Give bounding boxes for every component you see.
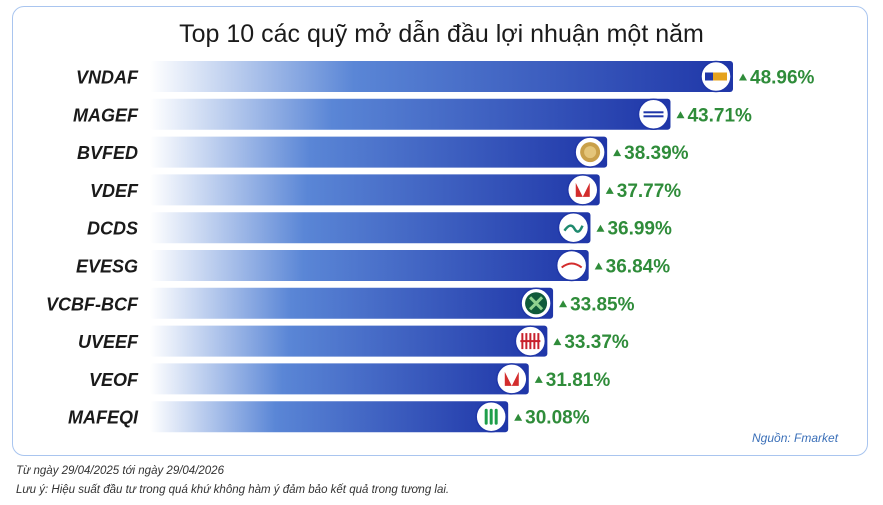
vndirect-logo-icon	[700, 60, 732, 93]
bar	[150, 212, 591, 244]
manulife-logo-icon	[475, 400, 507, 433]
uob-logo-icon	[514, 325, 547, 357]
bar	[150, 325, 548, 357]
chart-title: Top 10 các quỹ mở dẫn đầu lợi nhuận một …	[179, 20, 704, 48]
source-note: Nguồn: Fmarket	[752, 431, 839, 445]
up-arrow-icon	[739, 73, 747, 81]
category-label: VNDAF	[76, 68, 139, 88]
value-label: 36.99%	[607, 219, 672, 240]
category-label: VDEF	[90, 181, 139, 201]
value-label: 43.71%	[687, 105, 752, 126]
up-arrow-icon	[553, 338, 562, 346]
value-label: 33.85%	[570, 294, 635, 315]
up-arrow-icon	[514, 413, 523, 421]
vcbf-red-logo-icon	[496, 363, 528, 395]
category-label: BVFED	[77, 143, 138, 163]
dragon-capital-logo-icon	[557, 211, 590, 244]
up-arrow-icon	[559, 300, 568, 308]
up-arrow-icon	[594, 262, 603, 270]
vcbf-red-logo-icon	[567, 174, 599, 206]
value-label: 38.39%	[624, 143, 689, 164]
value-label: 31.81%	[546, 370, 611, 391]
eastspring-logo-icon	[555, 249, 588, 282]
bar	[150, 98, 671, 130]
disclaimer-note: Lưu ý: Hiệu suất đầu tư trong quá khứ kh…	[16, 484, 450, 496]
mirae-asset-logo-icon	[637, 98, 670, 131]
up-arrow-icon	[596, 224, 605, 232]
category-label: DCDS	[87, 219, 138, 239]
value-label: 37.77%	[617, 181, 682, 202]
category-label: EVESG	[76, 257, 138, 277]
up-arrow-icon	[605, 186, 614, 194]
category-label: MAGEF	[73, 105, 139, 125]
baoviet-logo-icon	[574, 136, 606, 168]
category-label: MAFEQI	[68, 408, 139, 428]
vietcombank-logo-icon	[520, 287, 552, 320]
bar	[150, 61, 733, 92]
period-note: Từ ngày 29/04/2025 tới ngày 29/04/2026	[16, 465, 224, 477]
bar	[150, 174, 600, 206]
bar	[150, 136, 608, 168]
category-label: VCBF-BCF	[46, 294, 139, 314]
bar	[150, 287, 554, 319]
bar	[150, 363, 529, 395]
category-label: VEOF	[89, 370, 139, 390]
value-label: 48.96%	[750, 68, 815, 89]
up-arrow-icon	[534, 375, 543, 383]
value-label: 33.37%	[564, 332, 629, 353]
up-arrow-icon	[676, 111, 685, 119]
bar	[150, 250, 589, 281]
bar	[150, 401, 509, 433]
value-label: 30.08%	[525, 408, 590, 429]
up-arrow-icon	[613, 149, 622, 157]
category-label: UVEEF	[78, 332, 139, 352]
value-label: 36.84%	[606, 257, 671, 278]
